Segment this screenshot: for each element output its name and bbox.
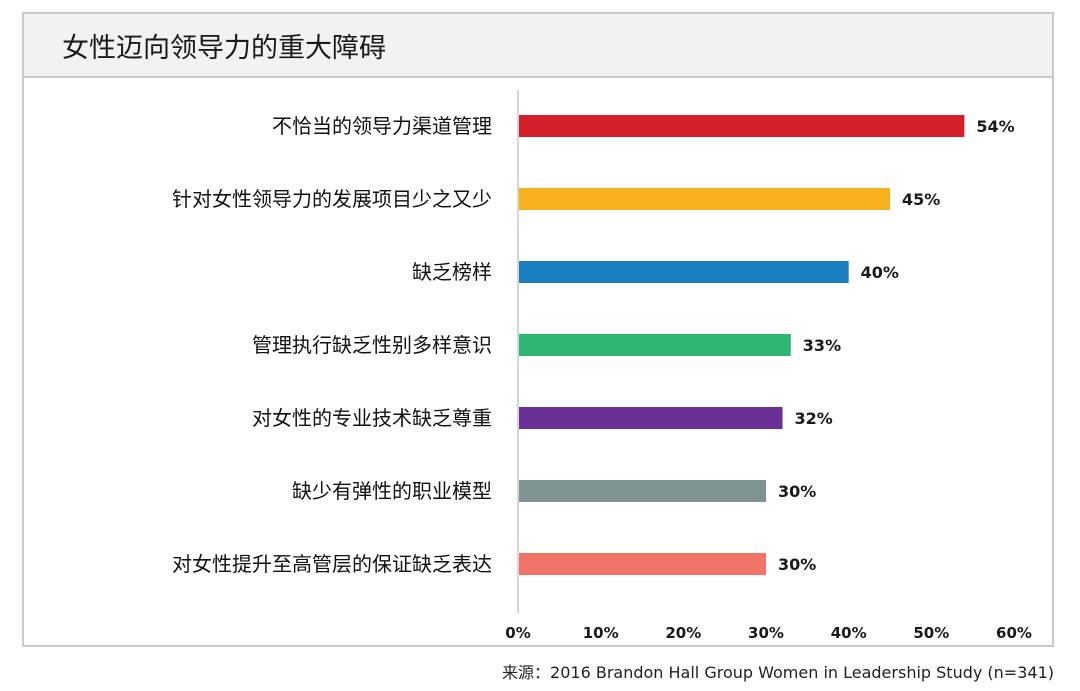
bar	[519, 480, 766, 502]
chart-title: 女性迈向领导力的重大障碍	[62, 33, 386, 64]
source-label: 来源：	[502, 663, 551, 682]
title-bar: 女性迈向领导力的重大障碍	[24, 14, 1052, 78]
x-tick-label: 0%	[505, 624, 530, 642]
category-label: 不恰当的领导力渠道管理	[272, 114, 492, 138]
x-tick-label: 20%	[665, 624, 701, 642]
value-label: 40%	[861, 263, 899, 282]
x-tick-label: 60%	[996, 624, 1032, 642]
category-label: 缺少有弹性的职业模型	[292, 479, 492, 503]
x-tick-label: 10%	[583, 624, 619, 642]
category-label: 对女性提升至高管层的保证缺乏表达	[172, 552, 492, 576]
value-label: 32%	[795, 409, 833, 428]
bar-chart: 不恰当的领导力渠道管理 54% 针对女性领导力的发展项目少之又少 45% 缺乏榜样 40%…	[172, 90, 1032, 642]
x-tick-label: 50%	[913, 624, 949, 642]
value-label: 33%	[803, 336, 841, 355]
category-label: 缺乏榜样	[412, 260, 492, 284]
value-label: 54%	[976, 117, 1014, 136]
chart-card: 女性迈向领导力的重大障碍 不恰当的领导力渠道管理 54% 针对女性领导力的发展项目少…	[22, 12, 1054, 647]
category-label: 针对女性领导力的发展项目少之又少	[172, 187, 492, 211]
bar	[519, 115, 965, 137]
source-note: 来源：2016 Brandon Hall Group Women in Lead…	[502, 659, 1054, 683]
x-tick-label: 30%	[748, 624, 784, 642]
bar	[519, 407, 783, 429]
x-tick-label: 40%	[831, 624, 867, 642]
value-label: 30%	[778, 555, 816, 574]
category-label: 管理执行缺乏性别多样意识	[252, 333, 492, 357]
bar	[519, 188, 890, 210]
bar	[519, 553, 766, 575]
value-label: 30%	[778, 482, 816, 501]
value-label: 45%	[902, 190, 940, 209]
bar	[519, 261, 849, 283]
source-text: 2016 Brandon Hall Group Women in Leaders…	[550, 663, 1054, 682]
bar	[519, 334, 791, 356]
category-label: 对女性的专业技术缺乏尊重	[252, 406, 492, 430]
